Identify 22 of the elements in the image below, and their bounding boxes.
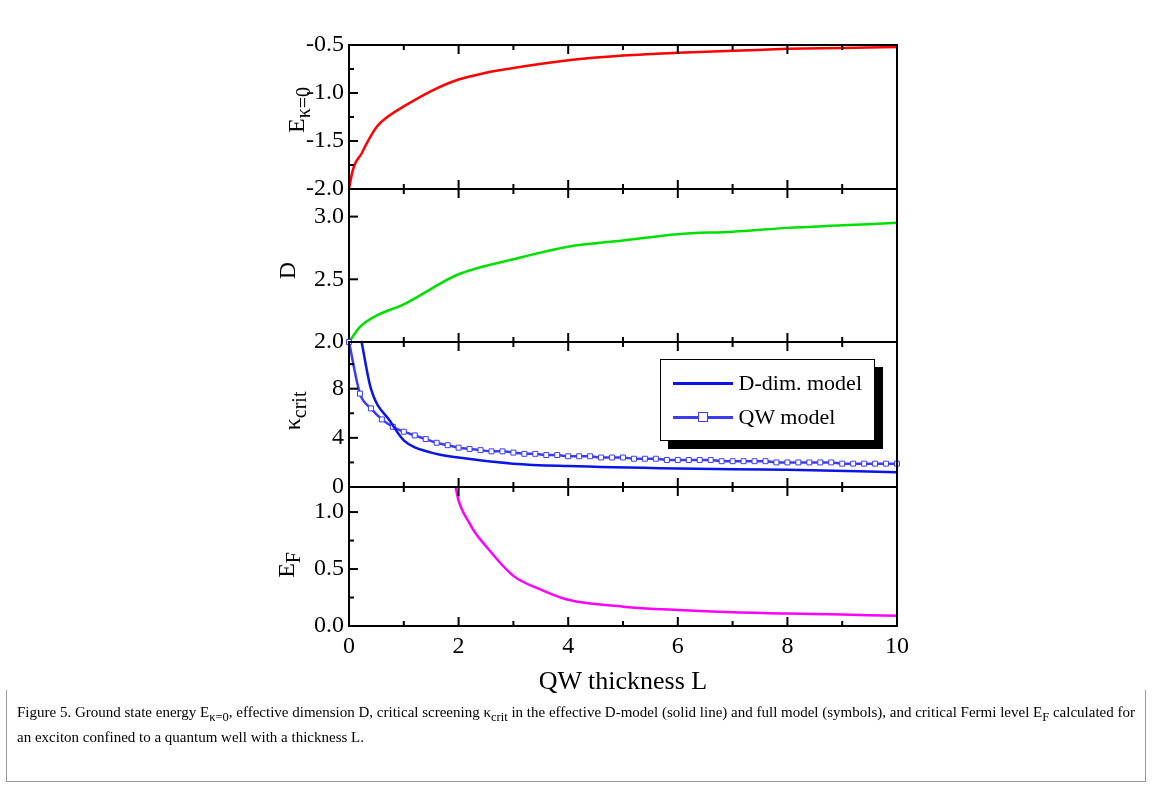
x-tick-label: 4 [562,631,575,658]
x-tick-label: 2 [452,631,465,658]
text: Figure 5. Ground state energy E$_{κ=0}$, effective dimension D, critical screening κ$_{crit}$ in the effective D-model (solid line) and full model (symbols), and critical Fermi level E$_{F}$ calculated for an exciton confined to a quantum well with a thickness L. [17,704,1135,745]
legend-label: QW model [738,404,836,430]
y-tick-label: 3.0 [314,201,344,228]
y-tick-label: -1.5 [306,126,344,153]
y-tick-label: 4 [332,423,344,450]
y-tick-label: 1.0 [314,497,344,524]
y-tick-label: -2.0 [306,174,344,201]
y-tick-label: 0.5 [314,554,344,581]
y-tick-label: 2.5 [314,264,344,291]
legend-label: D-dim. model [738,370,862,396]
x-tick-label: 6 [671,631,684,658]
y-tick-label: 0.0 [314,611,344,638]
x-axis-title: QW thickness L [538,666,708,696]
y-tick-label: 8 [332,373,344,400]
x-tick-label: 10 [885,631,909,658]
y-axis-title: D [273,261,301,279]
y-tick-label: 2.0 [314,327,344,354]
x-tick-label: 8 [781,631,794,658]
y-tick-label: 0 [332,472,344,499]
y-tick-label: -0.5 [306,30,344,57]
